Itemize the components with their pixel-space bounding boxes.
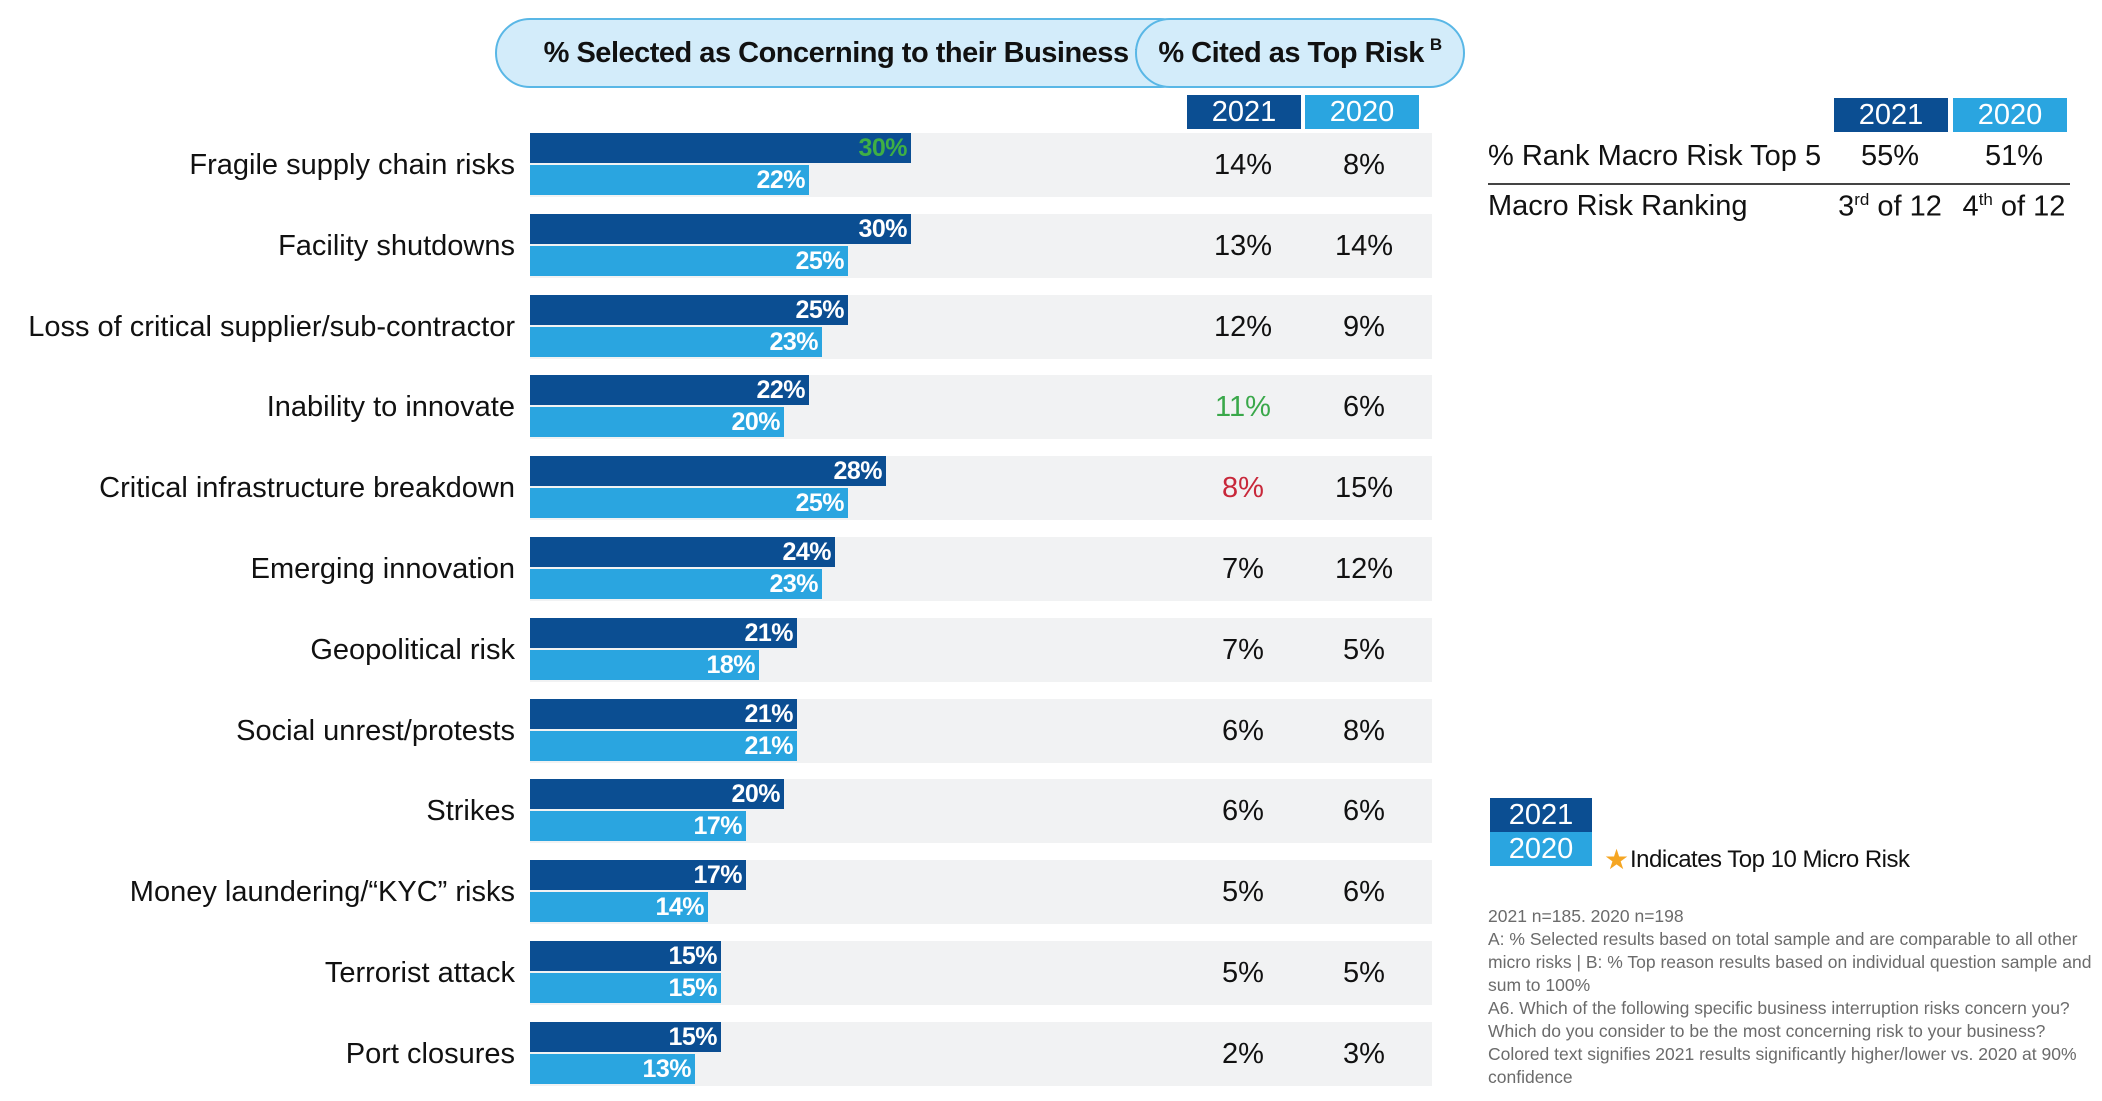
top-risk-year-2020-header: 2020 [1305,95,1419,129]
macro-ranking-label: Macro Risk Ranking [1488,190,1748,222]
legend-2020: 2020 [1490,832,1592,866]
top-risk-2021-value: 6% [1222,794,1264,827]
bar-2020: 15% [530,973,721,1003]
macro-year-2020-header: 2020 [1953,98,2067,132]
bar-2021: 30% [530,133,911,163]
macro-rank-top5-label: % Rank Macro Risk Top 5 [1488,140,1822,172]
bar-2021: 28% [530,456,886,486]
top-risk-2021-value: 8% [1222,471,1264,504]
top-risk-2020-value: 9% [1343,310,1385,343]
note-colored-text: Colored text signifies 2021 results sign… [1488,1044,2077,1087]
top-risk-2021-value: 2% [1222,1037,1264,1070]
selected-header-label: % Selected as Concerning to their Busine… [543,36,1129,69]
category-label: Port closures [345,1037,515,1070]
macro-ranking-2020: 4th of 12 [1962,190,2066,223]
bar-2020: 14% [530,892,708,922]
macro-rank-top5-2020: 51% [1984,140,2044,172]
legend-2021: 2021 [1490,798,1592,832]
cited-header-pill: % Cited as Top Risk B [1135,18,1465,88]
macro-divider [1488,183,2070,185]
bar-2020: 25% [530,488,848,518]
bar-2020: 20% [530,407,784,437]
category-label: Strikes [426,794,515,827]
star-icon: ★ [1604,844,1630,875]
bar-2021: 24% [530,537,835,567]
top-risk-2021-value: 13% [1213,229,1273,262]
category-label: Geopolitical risk [310,633,515,666]
macro-rank-top5-2021: 55% [1860,140,1920,172]
top-risk-2020-value: 14% [1334,229,1394,262]
top-risk-2021-value: 11% [1215,390,1271,423]
top-risk-2021-value: 7% [1222,552,1264,585]
note-sample-size: 2021 n=185. 2020 n=198 [1488,906,1684,926]
top-risk-year-2021-header: 2021 [1187,95,1301,129]
bar-2021: 17% [530,860,746,890]
top-risk-2020-value: 5% [1343,633,1385,666]
top-risk-2020-value: 6% [1343,875,1385,908]
bar-2020: 23% [530,327,822,357]
category-label: Loss of critical supplier/sub-contractor [28,310,515,343]
top-risk-2020-value: 5% [1343,956,1385,989]
selected-header-pill: % Selected as Concerning to their Busine… [495,18,1195,88]
bar-2021: 15% [530,941,721,971]
category-label: Terrorist attack [324,956,515,989]
bar-2021: 30% [530,214,911,244]
macro-ranking-2021: 3rd of 12 [1838,190,1942,223]
category-label: Emerging innovation [250,552,515,585]
footnotes: 2021 n=185. 2020 n=198 A: % Selected res… [1488,905,2100,1089]
top-risk-2020-value: 8% [1343,714,1385,747]
bar-2021: 20% [530,779,784,809]
cited-header-label: % Cited as Top Risk [1158,36,1424,69]
bar-2021: 22% [530,375,809,405]
category-label: Fragile supply chain risks [189,148,515,181]
top-risk-2020-value: 15% [1334,471,1394,504]
bar-2020: 23% [530,569,822,599]
top-risk-2021-value: 5% [1222,875,1264,908]
category-label: Critical infrastructure breakdown [99,471,515,504]
top-risk-2021-value: 5% [1222,956,1264,989]
bar-2020: 13% [530,1054,695,1084]
top-risk-2021-value: 6% [1222,714,1264,747]
top-risk-2021-value: 14% [1213,148,1273,181]
category-label: Social unrest/protests [236,714,515,747]
bar-2021: 25% [530,295,848,325]
top-risk-2021-value: 12% [1213,310,1273,343]
macro-year-2021-header: 2021 [1834,98,1948,132]
bar-2020: 22% [530,165,809,195]
cited-header-sup: B [1429,35,1442,54]
column-headers: % Selected as Concerning to their Busine… [495,18,1465,88]
legend-star-text: Indicates Top 10 Micro Risk [1630,846,1910,873]
category-label: Inability to innovate [266,390,515,423]
category-label: Money laundering/“KYC” risks [129,875,515,908]
bar-2021: 21% [530,618,797,648]
top-risk-2021-value: 7% [1222,633,1264,666]
note-question: A6. Which of the following specific busi… [1488,998,2070,1041]
top-risk-2020-value: 6% [1343,390,1385,423]
top-risk-2020-value: 6% [1343,794,1385,827]
bar-2020: 25% [530,246,848,276]
bar-2020: 18% [530,650,759,680]
bar-2020: 21% [530,731,797,761]
top-risk-2020-value: 3% [1343,1037,1385,1070]
bar-2021: 15% [530,1022,721,1052]
top-risk-2020-value: 12% [1334,552,1394,585]
bar-2021: 21% [530,699,797,729]
bar-2020: 17% [530,811,746,841]
note-methodology: A: % Selected results based on total sam… [1488,929,2092,995]
top-risk-2020-value: 8% [1343,148,1385,181]
category-label: Facility shutdowns [278,229,515,262]
